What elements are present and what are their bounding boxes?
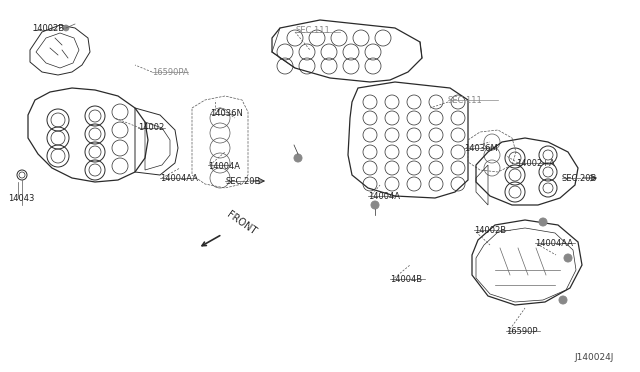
Text: 14004A: 14004A <box>208 161 240 170</box>
Text: 14004A: 14004A <box>368 192 400 201</box>
Text: SEC.111: SEC.111 <box>295 26 330 35</box>
Text: 14004AA: 14004AA <box>535 238 573 247</box>
Text: 14004AA: 14004AA <box>160 173 198 183</box>
Text: 16590P: 16590P <box>506 327 538 336</box>
Text: 14002: 14002 <box>138 122 164 131</box>
Text: 16590PA: 16590PA <box>152 67 189 77</box>
Text: SEC.20B: SEC.20B <box>225 176 260 186</box>
Text: 14004B: 14004B <box>390 275 422 283</box>
Circle shape <box>63 25 69 31</box>
Text: 14036M: 14036M <box>464 144 498 153</box>
Text: SEC.111: SEC.111 <box>448 96 483 105</box>
Circle shape <box>371 201 379 209</box>
Circle shape <box>559 296 567 304</box>
Text: 14002+A: 14002+A <box>516 158 555 167</box>
Text: 14043: 14043 <box>8 193 35 202</box>
Text: J140024J: J140024J <box>574 353 613 362</box>
Circle shape <box>539 218 547 226</box>
Circle shape <box>564 254 572 262</box>
Text: FRONT: FRONT <box>202 210 258 246</box>
Text: 14002B: 14002B <box>474 225 506 234</box>
Text: 14036N: 14036N <box>210 109 243 118</box>
Text: 14002B: 14002B <box>32 23 64 32</box>
Text: SEC.20B: SEC.20B <box>562 173 597 183</box>
Circle shape <box>294 154 302 162</box>
